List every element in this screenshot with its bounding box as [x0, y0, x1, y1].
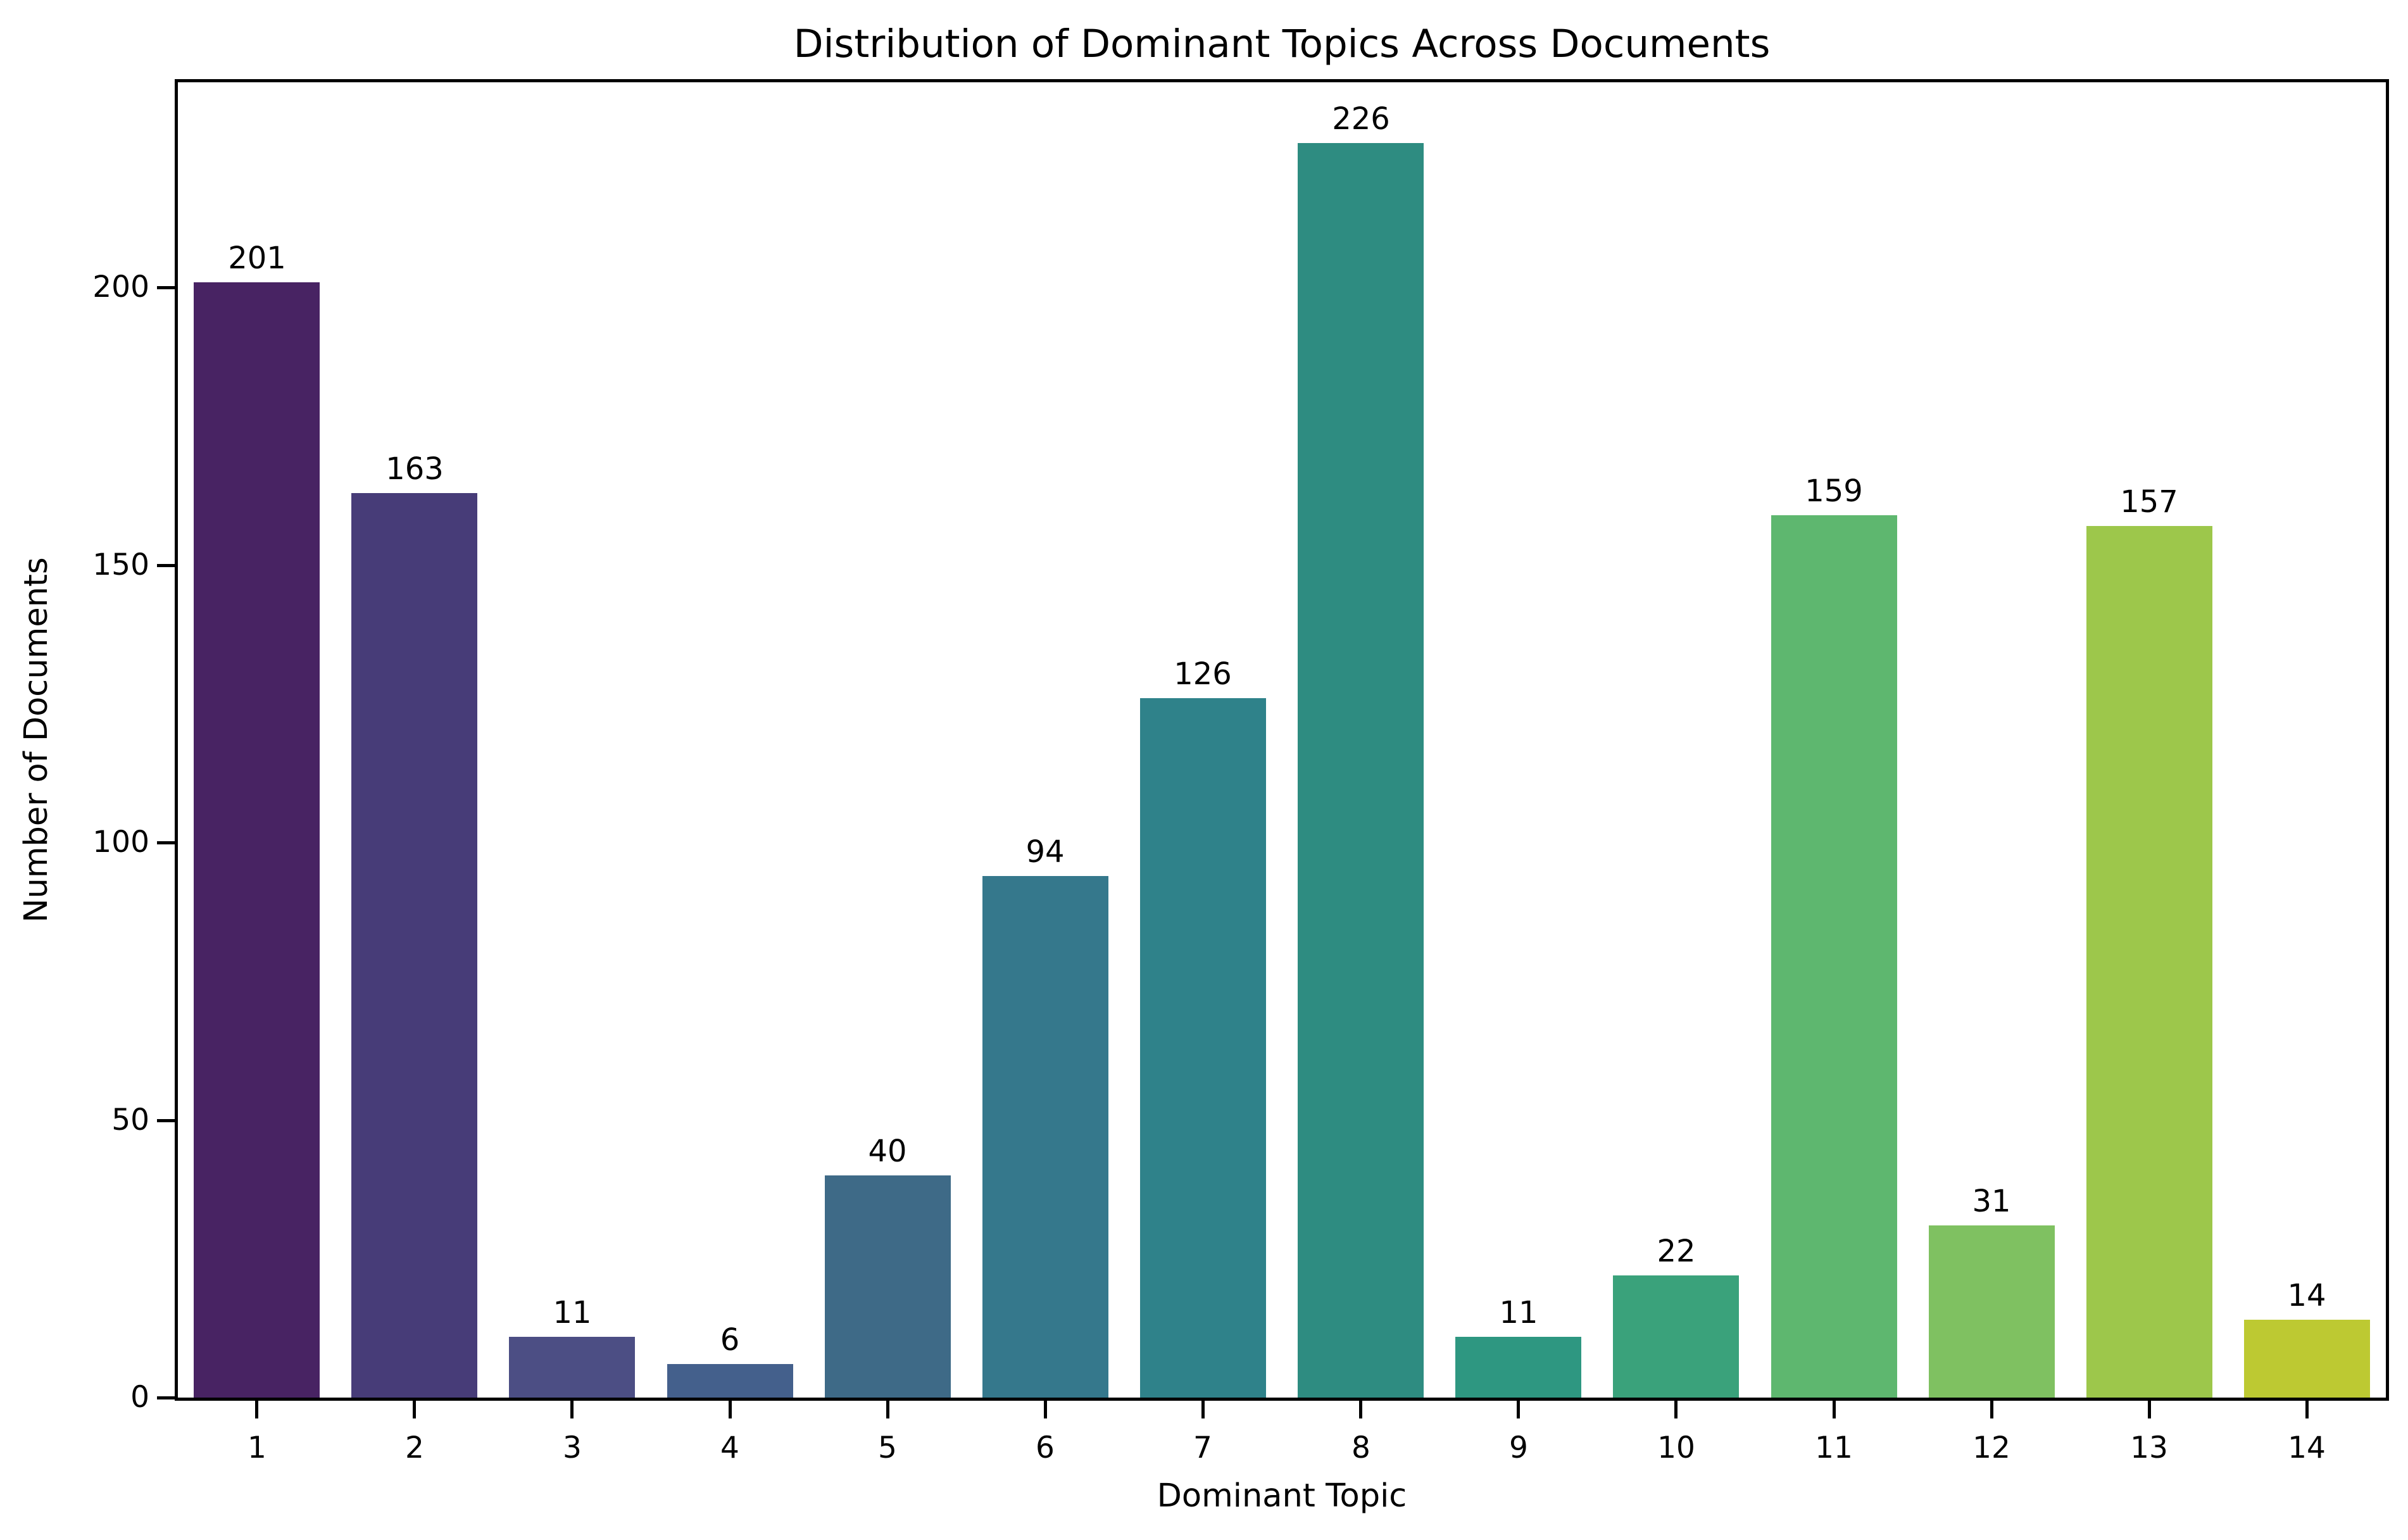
y-tick-label: 200 — [92, 270, 149, 304]
bar-topic-11 — [1771, 515, 1897, 1398]
bar-value-label: 226 — [1332, 101, 1390, 137]
x-tick-mark — [413, 1401, 416, 1418]
bar-value-label: 31 — [1972, 1184, 2011, 1219]
x-tick-label: 4 — [720, 1430, 739, 1465]
bar-value-label: 14 — [2287, 1278, 2326, 1313]
x-tick-label: 11 — [1815, 1430, 1853, 1465]
x-axis-label: Dominant Topic — [1157, 1477, 1407, 1515]
bar-topic-8 — [1298, 143, 1424, 1398]
x-tick-label: 5 — [878, 1430, 897, 1465]
bar-topic-1 — [194, 282, 320, 1398]
bar-topic-3 — [509, 1337, 635, 1398]
x-tick-label: 6 — [1036, 1430, 1055, 1465]
bar-topic-7 — [1140, 698, 1266, 1398]
bar-topic-5 — [825, 1175, 951, 1398]
chart-title: Distribution of Dominant Topics Across D… — [793, 22, 1771, 66]
bar-value-label: 126 — [1174, 656, 1232, 692]
x-tick-mark — [1044, 1401, 1047, 1418]
bar-value-label: 94 — [1025, 834, 1065, 870]
x-tick-mark — [2148, 1401, 2151, 1418]
plot-frame — [175, 79, 2389, 1401]
x-tick-mark — [1517, 1401, 1520, 1418]
bar-value-label: 40 — [868, 1134, 907, 1169]
y-tick-mark — [157, 1396, 175, 1399]
y-axis-label: Number of Documents — [17, 557, 55, 923]
x-tick-mark — [1201, 1401, 1205, 1418]
x-tick-label: 14 — [2288, 1430, 2326, 1465]
bar-topic-9 — [1455, 1337, 1581, 1398]
bar-topic-6 — [982, 876, 1108, 1398]
x-tick-label: 7 — [1193, 1430, 1212, 1465]
x-tick-label: 13 — [2130, 1430, 2168, 1465]
bar-value-label: 11 — [1499, 1295, 1538, 1330]
x-tick-mark — [1359, 1401, 1362, 1418]
bar-topic-10 — [1613, 1275, 1739, 1398]
bar-topic-14 — [2244, 1320, 2370, 1398]
x-tick-label: 1 — [248, 1430, 267, 1465]
bar-value-label: 163 — [386, 451, 444, 487]
y-tick-mark — [157, 841, 175, 844]
bar-topic-4 — [667, 1364, 793, 1398]
x-tick-mark — [255, 1401, 258, 1418]
bar-topic-13 — [2086, 526, 2212, 1398]
x-tick-mark — [729, 1401, 732, 1418]
y-tick-label: 0 — [130, 1380, 149, 1415]
x-tick-label: 8 — [1351, 1430, 1370, 1465]
x-tick-label: 12 — [1972, 1430, 2010, 1465]
y-tick-mark — [157, 286, 175, 289]
x-tick-label: 9 — [1509, 1430, 1528, 1465]
bar-topic-2 — [351, 493, 477, 1398]
plot-area: 201 163 11 6 40 94 126 226 11 22 159 31 157 14 — [178, 82, 2386, 1398]
y-tick-mark — [157, 1119, 175, 1122]
bar-value-label: 11 — [553, 1295, 592, 1330]
bar-value-label: 201 — [228, 241, 286, 276]
x-tick-mark — [2305, 1401, 2309, 1418]
y-tick-label: 50 — [111, 1103, 149, 1137]
bar-topic-12 — [1929, 1225, 2055, 1398]
y-tick-mark — [157, 564, 175, 567]
x-tick-mark — [886, 1401, 889, 1418]
bar-value-label: 159 — [1805, 473, 1863, 509]
x-tick-mark — [1990, 1401, 1993, 1418]
x-tick-mark — [1674, 1401, 1677, 1418]
x-tick-mark — [570, 1401, 574, 1418]
bar-value-label: 22 — [1657, 1234, 1696, 1269]
bar-value-label: 157 — [2120, 484, 2178, 520]
y-tick-label: 100 — [92, 825, 149, 860]
bar-value-label: 6 — [720, 1322, 740, 1358]
x-tick-label: 2 — [405, 1430, 424, 1465]
x-tick-label: 10 — [1657, 1430, 1695, 1465]
x-tick-label: 3 — [563, 1430, 582, 1465]
y-tick-label: 150 — [92, 548, 149, 582]
x-tick-mark — [1833, 1401, 1836, 1418]
